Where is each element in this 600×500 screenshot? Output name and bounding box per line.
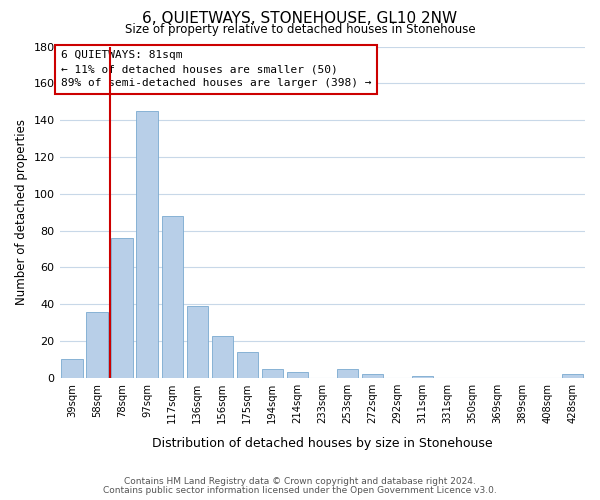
Bar (112, 238, 133, 378)
Bar (562, 374, 583, 378)
Bar (287, 372, 308, 378)
Text: 6, QUIETWAYS, STONEHOUSE, GL10 2NW: 6, QUIETWAYS, STONEHOUSE, GL10 2NW (142, 11, 458, 26)
Bar (86, 312, 108, 378)
Text: Contains HM Land Registry data © Crown copyright and database right 2024.: Contains HM Land Registry data © Crown c… (124, 477, 476, 486)
X-axis label: Distribution of detached houses by size in Stonehouse: Distribution of detached houses by size … (152, 437, 493, 450)
Bar (212, 336, 233, 378)
Bar (362, 374, 383, 378)
Text: 6 QUIETWAYS: 81sqm
← 11% of detached houses are smaller (50)
89% of semi-detache: 6 QUIETWAYS: 81sqm ← 11% of detached hou… (61, 50, 371, 88)
Bar (337, 368, 358, 378)
Y-axis label: Number of detached properties: Number of detached properties (15, 119, 28, 305)
Bar (412, 376, 433, 378)
Bar (61, 360, 83, 378)
Bar (187, 306, 208, 378)
Bar (236, 352, 258, 378)
Bar (262, 368, 283, 378)
Bar (161, 216, 183, 378)
Text: Contains public sector information licensed under the Open Government Licence v3: Contains public sector information licen… (103, 486, 497, 495)
Text: Size of property relative to detached houses in Stonehouse: Size of property relative to detached ho… (125, 22, 475, 36)
Bar (136, 111, 158, 378)
